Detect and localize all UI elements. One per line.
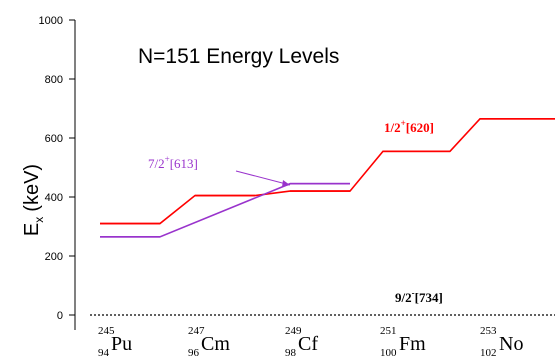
y-axis-label-main: E [21,223,43,236]
y-axis-label-sub: x [32,217,46,223]
atomic-number: 98 [285,347,297,359]
annotation-layer: 7/2+[613]1/2+[620]9/2-[734] [148,118,443,305]
annotation-tail: [620] [406,120,434,135]
annotation-num: 1/2 [384,120,401,135]
mass-number: 249 [285,325,302,337]
x-category-label: 245 94 Pu [98,325,132,359]
atomic-number: 102 [480,347,497,359]
element-symbol: Fm [399,333,426,355]
y-tick-label: 200 [45,251,63,263]
atomic-number: 96 [188,347,200,359]
y-axis-label: Ex (keV) [21,164,46,236]
svg-text:Ex(keV): Ex (keV) [21,164,46,236]
mass-number: 251 [380,325,397,337]
level-annotation: 9/2-[734] [395,288,443,305]
element-symbol: Cf [298,333,318,355]
annotation-sup: + [165,154,170,164]
element-symbol: No [499,333,523,355]
annotation-pointer [235,170,291,186]
atomic-number: 100 [380,347,397,359]
annotation-sup: + [401,118,406,128]
element-symbol: Cm [201,333,230,355]
series-layer [100,118,555,238]
y-tick-label: 800 [45,74,63,86]
annotation-tail: [734] [415,290,443,305]
mass-number: 247 [188,325,205,337]
level-annotation: 1/2+[620] [384,118,434,135]
x-category-label: 247 96 Cm [188,325,230,359]
annotation-tail: [613] [170,156,198,171]
y-tick-label: 600 [45,133,63,145]
annotation-sup: - [412,288,415,298]
annotation-num: 7/2 [148,156,165,171]
x-category-label: 251 100 Fm [380,325,426,359]
series-line-red [100,118,555,225]
element-symbol: Pu [111,333,132,355]
x-category-labels: 245 94 Pu 247 96 Cm 249 98 Cf 251 100 Fm 253 102 No [98,325,523,359]
chart-title: N=151 Energy Levels [138,45,339,68]
y-axis-label-unit: (keV) [21,164,43,212]
y-tick-label: 400 [45,192,63,204]
annotation-num: 9/2 [395,290,412,305]
atomic-number: 94 [98,347,110,359]
y-tick-label: 0 [57,310,63,322]
y-tick-label: 1000 [39,15,63,27]
mass-number: 245 [98,325,115,337]
x-category-label: 253 102 No [480,325,523,359]
level-annotation: 7/2+[613] [148,154,198,171]
annotation-arrowhead [282,180,290,187]
mass-number: 253 [480,325,497,337]
x-category-label: 249 98 Cf [285,325,318,359]
y-ticks: 0 200 400 600 800 1000 [39,15,75,322]
